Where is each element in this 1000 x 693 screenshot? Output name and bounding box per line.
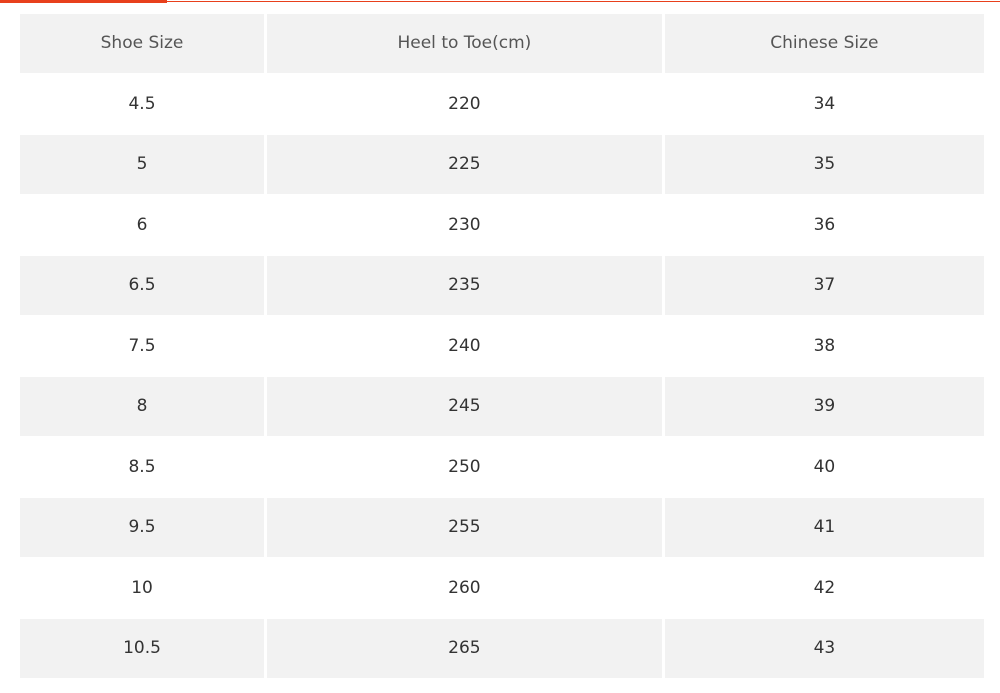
cell-shoe-size: 7.5: [128, 335, 156, 356]
cell-heel-to-toe: 255: [267, 498, 662, 557]
table-row: 4.5 220 34: [20, 75, 984, 134]
cell-chinese-size: 42: [813, 577, 836, 598]
header-shoe-size: Shoe Size: [20, 14, 265, 73]
header-heel-to-toe: Heel to Toe(cm): [267, 14, 662, 73]
table-row: 8 245 39: [20, 377, 984, 436]
cell-chinese-size: 35: [664, 135, 984, 194]
cell-chinese-size: 36: [813, 214, 836, 235]
cell-chinese-size: 34: [813, 93, 836, 114]
cell-shoe-size: 5: [20, 135, 265, 194]
table-row: 6.5 235 37: [20, 256, 984, 315]
cell-heel-to-toe: 245: [267, 377, 662, 436]
cell-chinese-size: 39: [664, 377, 984, 436]
top-accent-line: [167, 1, 1000, 2]
cell-chinese-size: 43: [664, 619, 984, 678]
cell-chinese-size: 41: [664, 498, 984, 557]
table-row: 9.5 255 41: [20, 498, 984, 557]
table-row: 10 260 42: [20, 559, 984, 618]
cell-heel-to-toe: 235: [267, 256, 662, 315]
cell-shoe-size: 9.5: [20, 498, 265, 557]
cell-heel-to-toe: 225: [267, 135, 662, 194]
table-row: 8.5 250 40: [20, 438, 984, 497]
cell-shoe-size: 10: [131, 577, 153, 598]
cell-shoe-size: 6: [136, 214, 148, 235]
cell-shoe-size: 6.5: [20, 256, 265, 315]
cell-shoe-size: 8: [20, 377, 265, 436]
cell-shoe-size: 10.5: [20, 619, 265, 678]
cell-heel-to-toe: 240: [448, 335, 481, 356]
cell-shoe-size: 8.5: [128, 456, 156, 477]
cell-heel-to-toe: 250: [448, 456, 481, 477]
cell-heel-to-toe: 230: [448, 214, 481, 235]
table-row: 7.5 240 38: [20, 317, 984, 376]
header-row: Shoe Size Heel to Toe(cm) Chinese Size: [20, 14, 984, 73]
cell-chinese-size: 38: [813, 335, 836, 356]
table-row: 5 225 35: [20, 135, 984, 194]
cell-heel-to-toe: 260: [448, 577, 481, 598]
table-row: 10.5 265 43: [20, 619, 984, 678]
cell-shoe-size: 4.5: [128, 93, 156, 114]
cell-chinese-size: 40: [813, 456, 836, 477]
size-chart-table: Shoe Size Heel to Toe(cm) Chinese Size 4…: [17, 12, 987, 680]
cell-heel-to-toe: 220: [448, 93, 481, 114]
cell-heel-to-toe: 265: [267, 619, 662, 678]
header-chinese-size: Chinese Size: [664, 14, 984, 73]
top-accent-bar: [0, 0, 167, 3]
cell-chinese-size: 37: [664, 256, 984, 315]
table-row: 6 230 36: [20, 196, 984, 255]
